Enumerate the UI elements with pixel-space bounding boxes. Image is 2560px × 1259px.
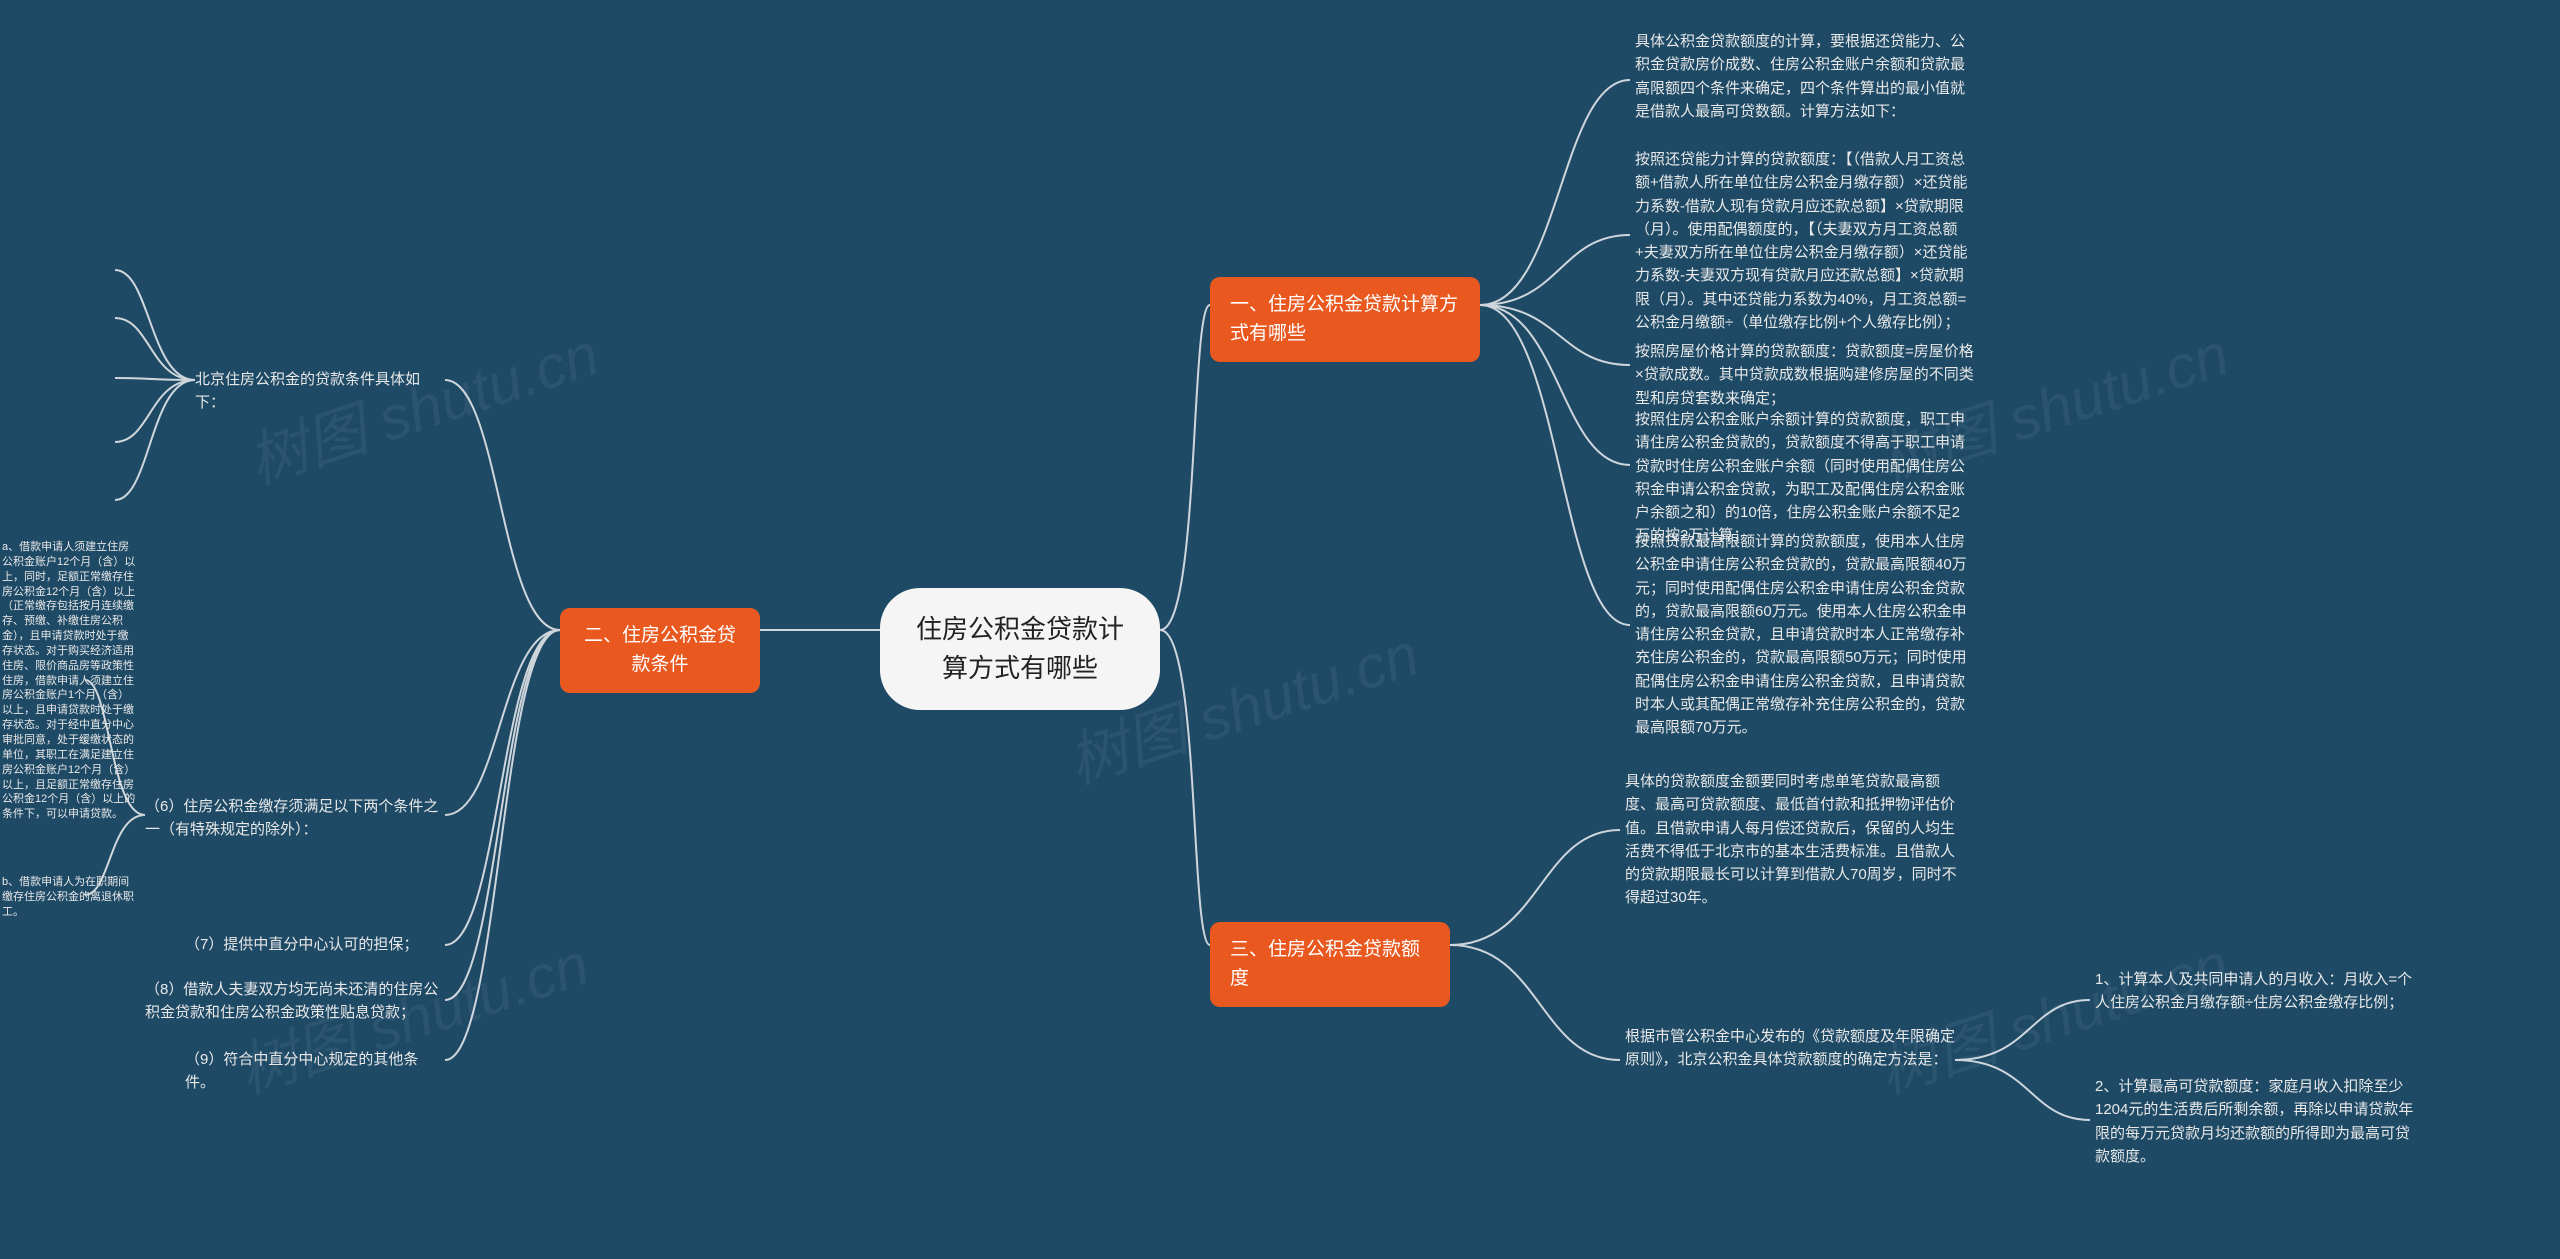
b1-l2: 按照还贷能力计算的贷款额度：【（借款人月工资总额+借款人所在单位住房公积金月缴存… xyxy=(1635,148,1975,334)
b2-s6-b: b、借款申请人为在职期间缴存住房公积金的离退休职工。 xyxy=(2,875,137,920)
b2-c3-s7: （7）提供中直分中心认可的担保； xyxy=(185,933,445,956)
branch-3-f[interactable]: 三、住房公积金贷款额度 xyxy=(1210,922,1450,1007)
b2-c2-s6header: （6）住房公积金缴存须满足以下两个条件之一（有特殊规定的除外）： xyxy=(145,795,445,842)
b2-c1-s1header: 北京住房公积金的贷款条件具体如下： xyxy=(195,368,445,415)
b3-l2b: 2、计算最高可贷款额度：家庭月收入扣除至少1204元的生活费后所剩余额，再除以申… xyxy=(2095,1075,2415,1168)
b3-l2: 根据市管公积金中心发布的《贷款额度及年限确定原则》，北京公积金具体贷款额度的确定… xyxy=(1625,1025,1965,1072)
center-topic-f[interactable]: 住房公积金贷款计算方式有哪些 xyxy=(880,588,1160,710)
b3-l1: 具体的贷款额度金额要同时考虑单笔贷款最高额度、最高可贷款额度、最低首付款和抵押物… xyxy=(1625,770,1965,910)
b3-l2a: 1、计算本人及共同申请人的月收入：月收入=个人住房公积金月缴存额÷住房公积金缴存… xyxy=(2095,968,2415,1015)
branch-1-f[interactable]: 一、住房公积金贷款计算方式有哪些 xyxy=(1210,277,1480,362)
b1-l5: 按照贷款最高限额计算的贷款额度，使用本人住房公积金申请住房公积金贷款的，贷款最高… xyxy=(1635,530,1975,739)
b1-l4: 按照住房公积金账户余额计算的贷款额度，职工申请住房公积金贷款的，贷款额度不得高于… xyxy=(1635,408,1975,548)
b2-c5-s9: （9）符合中直分中心规定的其他条件。 xyxy=(185,1048,445,1095)
branch-2-f[interactable]: 二、住房公积金贷款条件 xyxy=(560,608,760,693)
b2-c4-s8: （8）借款人夫妻双方均无尚未还清的住房公积金贷款和住房公积金政策性贴息贷款； xyxy=(145,978,445,1025)
b2-s6-a: a、借款申请人须建立住房公积金账户12个月（含）以上，同时，足额正常缴存住房公积… xyxy=(2,540,137,822)
b1-l3: 按照房屋价格计算的贷款额度：贷款额度=房屋价格×贷款成数。其中贷款成数根据购建修… xyxy=(1635,340,1975,410)
b1-l1: 具体公积金贷款额度的计算，要根据还贷能力、公积金贷款房价成数、住房公积金账户余额… xyxy=(1635,30,1975,123)
